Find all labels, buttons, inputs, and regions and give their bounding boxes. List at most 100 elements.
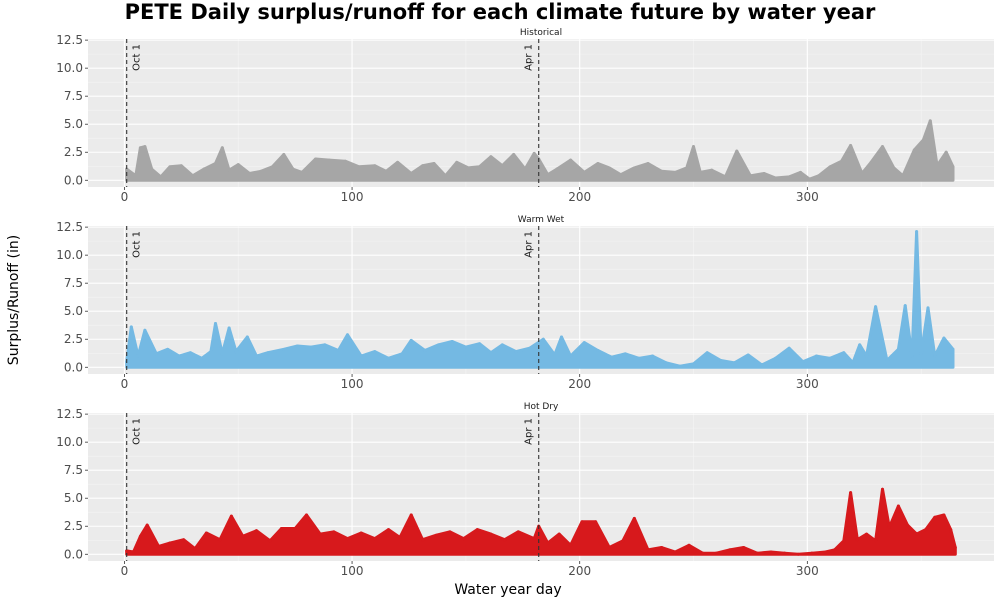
data-point bbox=[478, 342, 482, 346]
data-point bbox=[409, 513, 413, 517]
data-point bbox=[692, 362, 696, 366]
data-point bbox=[213, 161, 217, 165]
reference-line-label: Oct 1 bbox=[132, 231, 143, 258]
data-point bbox=[541, 337, 545, 341]
data-point bbox=[719, 359, 723, 363]
data-point bbox=[200, 356, 204, 360]
data-point bbox=[132, 550, 136, 554]
data-point bbox=[814, 354, 818, 358]
chart-title: PETE Daily surplus/runoff for each clima… bbox=[124, 0, 876, 24]
data-point bbox=[842, 351, 846, 355]
data-point bbox=[949, 528, 953, 532]
data-point bbox=[651, 354, 655, 358]
data-point bbox=[569, 543, 573, 547]
data-point bbox=[660, 546, 664, 550]
y-tick-label: 7.5 bbox=[64, 463, 83, 477]
data-point bbox=[919, 352, 923, 356]
data-point bbox=[125, 167, 129, 171]
data-point bbox=[532, 151, 536, 155]
data-point bbox=[623, 352, 627, 356]
data-point bbox=[432, 161, 436, 165]
data-point bbox=[933, 354, 937, 358]
data-point bbox=[580, 520, 584, 524]
data-point bbox=[632, 166, 636, 170]
data-point bbox=[489, 532, 493, 536]
data-point bbox=[309, 345, 313, 349]
data-point bbox=[318, 532, 322, 536]
y-tick-label: 2.5 bbox=[64, 519, 83, 533]
data-point bbox=[673, 170, 677, 174]
y-tick-label: 12.5 bbox=[56, 33, 83, 47]
data-point bbox=[748, 174, 752, 178]
data-point bbox=[213, 322, 217, 326]
data-point bbox=[710, 168, 714, 172]
panel-strip-label: Historical bbox=[520, 28, 562, 38]
data-point bbox=[660, 169, 664, 173]
data-point bbox=[860, 172, 864, 176]
panel-hot-dry: Hot Dry 0.0 2.5 5.0 7.5 10.0 12.5 0 100 200 300 Oct… bbox=[56, 402, 994, 578]
data-point bbox=[849, 144, 853, 148]
data-point bbox=[685, 166, 689, 170]
data-point bbox=[701, 551, 705, 555]
data-point bbox=[903, 304, 907, 308]
y-tick-label: 10.0 bbox=[56, 435, 83, 449]
data-point bbox=[865, 532, 869, 536]
data-point bbox=[464, 345, 468, 349]
data-point bbox=[500, 164, 504, 168]
data-point bbox=[901, 174, 905, 178]
data-point bbox=[450, 339, 454, 343]
data-point bbox=[892, 166, 896, 170]
data-point bbox=[327, 158, 331, 162]
y-tick-label: 2.5 bbox=[64, 145, 83, 159]
x-tick-label: 200 bbox=[568, 377, 591, 391]
data-point bbox=[396, 160, 400, 164]
data-point bbox=[514, 350, 518, 354]
data-point bbox=[646, 161, 650, 165]
data-point bbox=[582, 170, 586, 174]
data-point bbox=[177, 354, 181, 358]
data-point bbox=[621, 539, 625, 543]
x-tick-label: 100 bbox=[341, 564, 364, 578]
data-point bbox=[619, 173, 623, 177]
data-point bbox=[607, 546, 611, 550]
data-point bbox=[787, 175, 791, 179]
x-tick-label: 0 bbox=[121, 564, 129, 578]
data-point bbox=[220, 352, 224, 356]
data-point bbox=[678, 364, 682, 368]
data-point bbox=[346, 537, 350, 541]
data-point bbox=[632, 516, 636, 520]
data-point bbox=[933, 515, 937, 519]
data-point bbox=[359, 531, 363, 535]
x-tick-label: 300 bbox=[796, 190, 819, 204]
data-point bbox=[746, 353, 750, 357]
data-point bbox=[910, 354, 914, 358]
data-point bbox=[858, 343, 862, 347]
data-point bbox=[874, 539, 878, 543]
data-point bbox=[218, 538, 222, 542]
y-tick-label: 12.5 bbox=[56, 220, 83, 234]
data-point bbox=[760, 363, 764, 367]
data-point bbox=[423, 348, 427, 352]
data-point bbox=[143, 145, 147, 149]
x-axis-label: Water year day bbox=[454, 582, 562, 598]
data-point bbox=[880, 145, 884, 149]
data-point bbox=[434, 533, 438, 537]
data-point bbox=[443, 174, 447, 178]
data-point bbox=[512, 152, 516, 156]
data-point bbox=[293, 526, 297, 530]
data-point bbox=[673, 550, 677, 554]
data-point bbox=[921, 138, 925, 142]
x-tick-label: 300 bbox=[796, 564, 819, 578]
data-point bbox=[448, 530, 452, 534]
x-tick-label: 300 bbox=[796, 377, 819, 391]
data-point bbox=[887, 525, 891, 529]
x-tick-label: 200 bbox=[568, 190, 591, 204]
data-point bbox=[915, 532, 919, 536]
data-point bbox=[125, 549, 129, 553]
data-point bbox=[769, 550, 773, 554]
data-point bbox=[143, 328, 147, 332]
data-point bbox=[129, 325, 133, 329]
data-point bbox=[159, 175, 163, 179]
data-point bbox=[503, 538, 507, 542]
data-point bbox=[220, 146, 224, 150]
